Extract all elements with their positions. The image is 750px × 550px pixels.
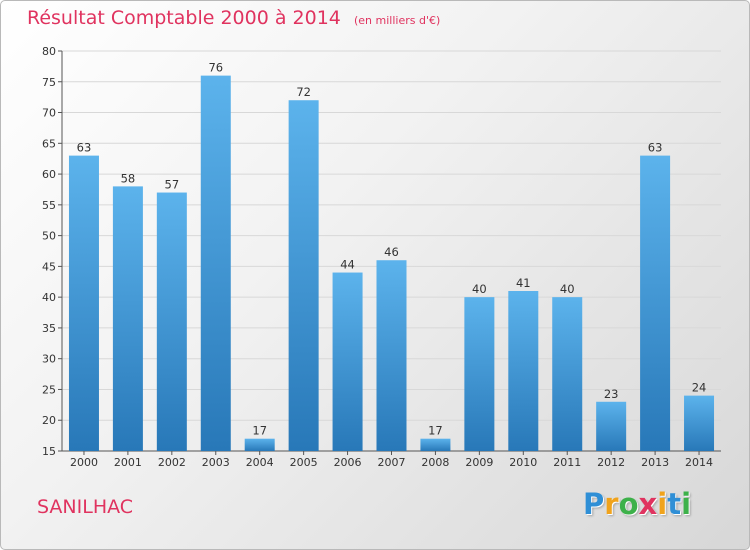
x-tick-label-2000: 2000 xyxy=(70,456,98,469)
x-tick-label-2007: 2007 xyxy=(378,456,406,469)
bar-2006 xyxy=(332,272,363,451)
data-label-2012: 23 xyxy=(604,387,619,401)
logo-letter: o xyxy=(618,487,639,521)
data-label-2011: 40 xyxy=(560,282,575,296)
bar-2012 xyxy=(596,401,627,451)
y-tick-label: 45 xyxy=(42,260,56,273)
y-tick-label: 15 xyxy=(42,445,56,458)
bar-2005 xyxy=(288,100,319,451)
bars xyxy=(68,75,715,452)
data-label-2006: 44 xyxy=(340,258,355,272)
data-label-2000: 63 xyxy=(77,141,92,155)
x-tick-label-2010: 2010 xyxy=(509,456,537,469)
data-label-2013: 63 xyxy=(648,141,663,155)
bar-2010 xyxy=(508,291,539,451)
chart-subtitle: (en milliers d'€) xyxy=(353,14,441,27)
bar-2000 xyxy=(68,155,99,451)
labels: 2000 63 2001 58 2002 57 2003 76 2004 17 2005 72 2006… xyxy=(70,61,713,469)
y-tick-label: 50 xyxy=(42,230,56,243)
data-label-2001: 58 xyxy=(121,171,136,185)
data-label-2005: 72 xyxy=(296,85,311,99)
x-tick-label-2009: 2009 xyxy=(465,456,493,469)
y-tick-label: 55 xyxy=(42,199,56,212)
commune-name: SANILHAC xyxy=(37,496,134,518)
logo-letter: r xyxy=(604,487,619,521)
y-tick-label: 25 xyxy=(42,383,56,396)
bar-2003 xyxy=(200,75,231,451)
bar-2007 xyxy=(376,260,407,451)
bar-2011 xyxy=(552,297,583,451)
y-tick-label: 30 xyxy=(42,353,56,366)
x-tick-label-2002: 2002 xyxy=(158,456,186,469)
data-label-2009: 40 xyxy=(472,282,487,296)
y-tick-label: 60 xyxy=(42,168,56,181)
proxiti-logo: Proxiti xyxy=(583,487,691,521)
bar-2001 xyxy=(112,186,143,451)
data-label-2007: 46 xyxy=(384,245,399,259)
y-tick-label: 80 xyxy=(42,45,56,58)
data-label-2004: 17 xyxy=(252,424,267,438)
data-label-2003: 76 xyxy=(208,61,223,75)
y-tick-label: 70 xyxy=(42,107,56,120)
x-tick-label-2008: 2008 xyxy=(421,456,449,469)
logo-letter: i xyxy=(657,487,668,521)
y-tick-label: 40 xyxy=(42,291,56,304)
bar-2009 xyxy=(464,297,495,451)
chart-title: Résultat Comptable 2000 à 2014 xyxy=(27,7,341,29)
bar-2004 xyxy=(244,438,275,451)
bar-2014 xyxy=(684,395,715,451)
logo-letter: i xyxy=(681,487,692,521)
logo-letter: t xyxy=(667,487,682,521)
bar-2008 xyxy=(420,438,451,451)
bar-2002 xyxy=(156,192,187,452)
x-tick-label-2003: 2003 xyxy=(202,456,230,469)
data-label-2010: 41 xyxy=(516,276,531,290)
data-label-2008: 17 xyxy=(428,424,443,438)
data-label-2014: 24 xyxy=(692,381,707,395)
x-tick-label-2001: 2001 xyxy=(114,456,142,469)
title-row: Résultat Comptable 2000 à 2014 (en milli… xyxy=(27,7,440,29)
x-tick-label-2006: 2006 xyxy=(334,456,362,469)
y-tick-label: 35 xyxy=(42,322,56,335)
bar-2013 xyxy=(640,155,671,451)
x-tick-label-2013: 2013 xyxy=(641,456,669,469)
x-tick-label-2014: 2014 xyxy=(685,456,713,469)
logo-letter: P xyxy=(583,487,605,521)
x-tick-label-2004: 2004 xyxy=(246,456,274,469)
y-tick-label: 20 xyxy=(42,414,56,427)
logo-letter: x xyxy=(638,487,658,521)
y-tick-label: 75 xyxy=(42,76,56,89)
x-tick-label-2011: 2011 xyxy=(553,456,581,469)
x-tick-label-2012: 2012 xyxy=(597,456,625,469)
data-label-2002: 57 xyxy=(165,178,180,192)
x-tick-label-2005: 2005 xyxy=(290,456,318,469)
y-tick-label: 65 xyxy=(42,137,56,150)
